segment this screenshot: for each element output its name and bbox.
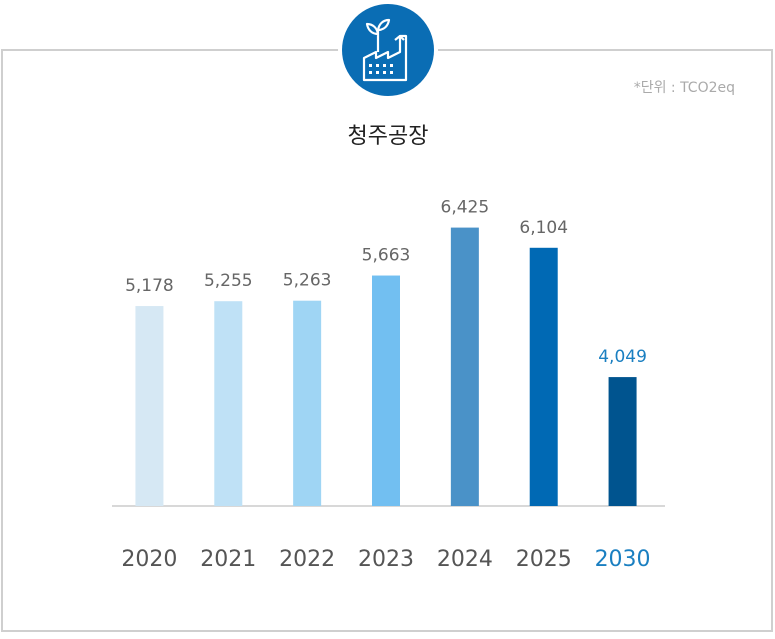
value-label: 5,263: [283, 271, 332, 291]
factory-icon: [338, 0, 438, 100]
value-label: 5,255: [204, 271, 253, 291]
bar: [372, 275, 400, 506]
bar: [214, 301, 243, 506]
chart-title: 청주공장: [348, 124, 429, 149]
value-label: 5,663: [362, 246, 411, 266]
x-tick-label: 2021: [200, 547, 256, 572]
x-tick-label: 2022: [279, 547, 335, 572]
unit-note: *단위 : TCO2eq: [634, 80, 735, 96]
x-tick-label: 2030: [595, 547, 651, 572]
bar: [608, 377, 637, 506]
bar: [529, 247, 558, 507]
x-tick-label: 2023: [358, 547, 414, 572]
value-label: 4,049: [598, 347, 647, 367]
bar: [293, 300, 322, 506]
value-label: 6,425: [441, 198, 490, 218]
bar: [450, 227, 479, 506]
x-tick-label: 2020: [121, 547, 177, 572]
value-label: 6,104: [519, 218, 568, 238]
bar: [135, 306, 164, 506]
x-tick-label: 2025: [516, 547, 572, 572]
value-label: 5,178: [125, 276, 174, 296]
x-tick-label: 2024: [437, 547, 493, 572]
